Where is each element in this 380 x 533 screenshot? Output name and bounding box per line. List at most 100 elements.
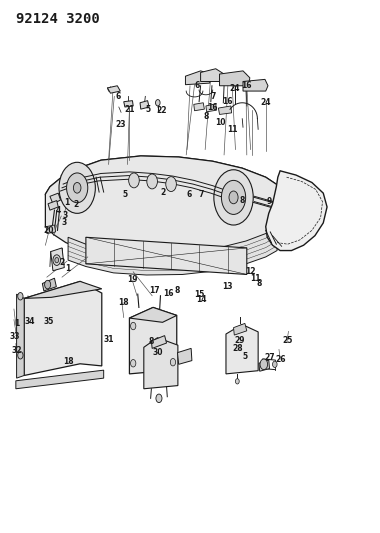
Text: 35: 35 [44, 317, 54, 326]
Polygon shape [24, 281, 102, 375]
Text: 4: 4 [55, 206, 61, 215]
Text: 7: 7 [199, 190, 204, 199]
Text: 13: 13 [223, 282, 233, 291]
Circle shape [272, 361, 277, 368]
Circle shape [131, 322, 136, 330]
Polygon shape [108, 86, 120, 93]
Polygon shape [24, 281, 102, 298]
Text: 8: 8 [256, 279, 261, 288]
Polygon shape [220, 71, 250, 86]
Text: 18: 18 [119, 298, 129, 307]
Text: 5: 5 [145, 105, 150, 114]
Text: 8: 8 [204, 112, 209, 121]
Circle shape [129, 173, 139, 188]
Text: 1: 1 [64, 198, 70, 207]
Polygon shape [185, 71, 211, 85]
Polygon shape [45, 156, 284, 259]
Text: 21: 21 [124, 105, 135, 114]
Text: 1: 1 [65, 264, 71, 273]
Polygon shape [16, 370, 104, 389]
Polygon shape [226, 325, 258, 374]
Text: 14: 14 [196, 295, 207, 304]
Polygon shape [151, 336, 166, 349]
Polygon shape [144, 338, 178, 389]
Text: 26: 26 [276, 354, 286, 364]
Circle shape [73, 182, 81, 193]
Text: 8: 8 [239, 196, 245, 205]
Text: 8: 8 [149, 337, 154, 346]
Circle shape [147, 174, 157, 189]
Text: 32: 32 [11, 346, 22, 355]
Circle shape [44, 280, 51, 289]
Text: 30: 30 [152, 348, 163, 357]
Polygon shape [124, 101, 133, 107]
Text: 15: 15 [194, 289, 205, 298]
Polygon shape [177, 349, 192, 365]
Circle shape [18, 293, 23, 300]
Circle shape [59, 163, 95, 213]
Polygon shape [266, 171, 327, 251]
Text: 28: 28 [232, 344, 243, 353]
Polygon shape [42, 278, 56, 291]
Polygon shape [17, 294, 24, 378]
Circle shape [236, 378, 239, 384]
Text: 6: 6 [195, 81, 200, 90]
Polygon shape [48, 200, 58, 210]
Text: 27: 27 [264, 353, 275, 362]
Text: 34: 34 [25, 317, 35, 326]
Circle shape [260, 359, 268, 369]
Polygon shape [50, 193, 60, 204]
Text: 1: 1 [14, 319, 19, 328]
Polygon shape [243, 79, 268, 91]
Text: 20: 20 [44, 226, 54, 235]
Circle shape [229, 191, 238, 204]
Text: 22: 22 [156, 106, 167, 115]
Text: 3: 3 [62, 212, 68, 221]
Text: 11: 11 [227, 125, 238, 134]
Text: 9: 9 [267, 197, 272, 206]
Text: 2: 2 [74, 200, 79, 209]
Text: 25: 25 [282, 336, 293, 345]
Text: 16: 16 [241, 81, 251, 90]
Text: 16: 16 [222, 97, 232, 106]
Text: 16: 16 [163, 288, 173, 297]
Circle shape [166, 176, 176, 191]
Text: 23: 23 [116, 119, 126, 128]
Circle shape [170, 359, 176, 366]
Polygon shape [68, 227, 277, 275]
Circle shape [18, 352, 23, 359]
Text: 16: 16 [207, 102, 217, 111]
Text: 6: 6 [187, 190, 192, 199]
Text: 5: 5 [122, 190, 127, 199]
Polygon shape [259, 360, 269, 371]
Circle shape [55, 257, 59, 263]
Text: 29: 29 [234, 336, 244, 345]
Text: 3: 3 [62, 219, 67, 228]
Polygon shape [130, 308, 177, 374]
Circle shape [155, 100, 160, 106]
Text: 6: 6 [116, 92, 121, 101]
Text: 2: 2 [59, 258, 65, 266]
Text: 18: 18 [63, 357, 73, 366]
Polygon shape [45, 156, 284, 236]
Text: 24: 24 [230, 84, 240, 93]
Text: 24: 24 [260, 98, 271, 107]
Text: 17: 17 [149, 286, 159, 295]
Text: 12: 12 [245, 268, 256, 276]
Polygon shape [46, 225, 55, 233]
Polygon shape [140, 101, 149, 109]
Text: 92124 3200: 92124 3200 [16, 12, 100, 27]
Circle shape [131, 360, 136, 367]
Polygon shape [234, 324, 247, 335]
Polygon shape [218, 106, 232, 115]
Circle shape [214, 169, 253, 225]
Circle shape [53, 255, 60, 265]
Polygon shape [201, 69, 224, 82]
Text: 7: 7 [210, 92, 215, 101]
Polygon shape [86, 237, 247, 274]
Text: 8: 8 [174, 286, 179, 295]
Polygon shape [194, 103, 204, 111]
Text: 10: 10 [215, 118, 226, 127]
Text: 33: 33 [10, 332, 21, 341]
Text: 5: 5 [242, 352, 247, 361]
